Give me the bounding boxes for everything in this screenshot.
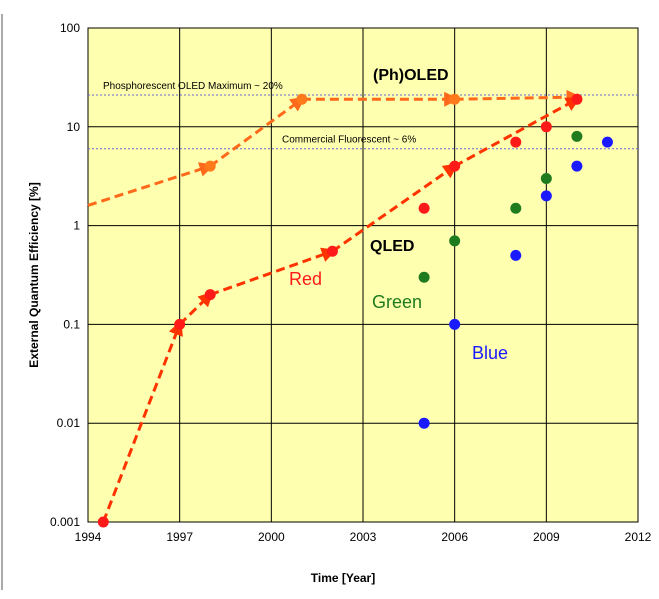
trend-line-segment <box>101 320 183 523</box>
y-tick-label: 0.01 <box>57 416 81 430</box>
red-data-point <box>174 318 186 330</box>
y-tick-label: 100 <box>60 21 80 35</box>
blue-data-point <box>510 249 522 261</box>
x-tick-label: 1997 <box>166 530 193 544</box>
orange-data-point <box>204 160 216 172</box>
red-data-point <box>449 160 461 172</box>
reference-lines: Phosphorescent OLED Maximum ~ 20% Commerc… <box>88 81 638 150</box>
y-tick-label: 0.001 <box>50 515 80 529</box>
orange-data-point <box>449 93 461 105</box>
x-tick-label: 1994 <box>75 530 102 544</box>
qled-label: QLED <box>370 238 414 255</box>
green-data-point <box>571 130 583 142</box>
pholed-label: (Ph)OLED <box>373 67 449 84</box>
x-tick-label: 2012 <box>625 530 652 544</box>
red-data-point <box>97 516 109 528</box>
x-tick-label: 2000 <box>258 530 285 544</box>
trend-line-segment <box>178 291 214 326</box>
blue-data-point <box>540 190 552 202</box>
reference-line-label: Commercial Fluorescent ~ 6% <box>282 135 416 146</box>
trend-lines <box>87 89 582 523</box>
y-tick-label: 10 <box>67 120 81 134</box>
red-data-point <box>418 202 430 214</box>
reference-line-label: Phosphorescent OLED Maximum ~ 20% <box>103 81 283 92</box>
red-label: Red <box>289 269 322 289</box>
x-tick-label: 2003 <box>350 530 377 544</box>
blue-label: Blue <box>472 343 508 363</box>
blue-data-point <box>571 160 583 172</box>
trend-line-segment <box>453 97 581 168</box>
trend-line-segment <box>331 163 459 253</box>
x-axis-title: Time [Year] <box>311 571 375 585</box>
y-tick-labels: 0.001 0.01 0.1 1 10 100 <box>50 21 80 529</box>
red-data-point <box>326 245 338 257</box>
orange-data-point <box>296 93 308 105</box>
blue-data-point <box>601 136 613 148</box>
blue-data-point <box>418 417 430 429</box>
green-label: Green <box>372 292 422 312</box>
trend-line-segment <box>209 96 306 168</box>
data-points <box>97 93 613 528</box>
red-data-point <box>204 289 216 301</box>
x-tick-label: 2006 <box>441 530 468 544</box>
green-data-point <box>449 235 461 247</box>
y-tick-label: 0.1 <box>63 317 80 331</box>
green-data-point <box>510 202 522 214</box>
green-data-point <box>418 271 430 283</box>
x-tick-label: 2009 <box>533 530 560 544</box>
red-data-point <box>540 121 552 133</box>
y-axis-title: External Quantum Efficiency [%] <box>27 182 41 367</box>
blue-data-point <box>449 318 461 330</box>
green-data-point <box>540 172 552 184</box>
x-tick-labels: 1994 1997 2000 2003 2006 2009 2012 <box>75 530 652 544</box>
red-data-point <box>510 136 522 148</box>
trend-line-segment <box>87 162 215 207</box>
trend-line-segment <box>209 247 337 297</box>
y-tick-label: 1 <box>73 219 80 233</box>
trend-line-segment <box>454 89 582 105</box>
red-data-point <box>571 93 583 105</box>
